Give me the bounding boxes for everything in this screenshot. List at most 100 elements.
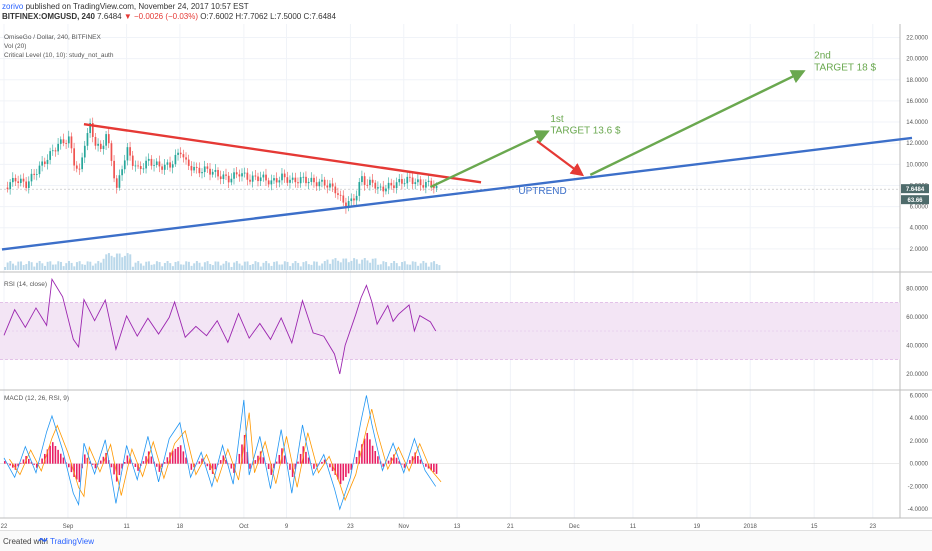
volume-bar xyxy=(209,264,211,270)
volume-bar xyxy=(233,263,235,270)
chart-title: OmiseGo / Dollar, 240, BITFINEX xyxy=(4,34,101,41)
macd-histogram-bar xyxy=(9,464,11,466)
volume-bar xyxy=(422,261,424,270)
volume-bar xyxy=(350,261,352,270)
macd-histogram-bar xyxy=(183,451,185,463)
volume-bar xyxy=(183,265,185,270)
volume-bar xyxy=(148,261,150,270)
volume-bar xyxy=(366,260,368,270)
candle-body xyxy=(63,139,65,143)
volume-bar xyxy=(97,261,99,270)
candle-body xyxy=(129,147,131,155)
candle-body xyxy=(276,178,278,182)
secondary-price-tag-text: 63.66 xyxy=(907,198,923,204)
macd-histogram-bar xyxy=(79,464,81,482)
volume-bar xyxy=(140,263,142,270)
macd-histogram-bar xyxy=(215,464,217,470)
target1-arrow xyxy=(430,132,547,187)
volume-bar xyxy=(324,261,326,270)
macd-histogram-bar xyxy=(255,460,257,464)
candle-body xyxy=(153,165,155,166)
volume-bar xyxy=(84,265,86,270)
candle-body xyxy=(148,159,150,161)
candle-body xyxy=(188,160,190,166)
volume-bar xyxy=(100,263,102,270)
volume-bar xyxy=(57,261,59,270)
macd-histogram-bar xyxy=(239,454,241,464)
candle-body xyxy=(73,148,75,165)
macd-histogram-bar xyxy=(220,460,222,464)
rsi-label: RSI (14, close) xyxy=(4,281,47,288)
candle-body xyxy=(159,161,161,166)
macd-histogram-bar xyxy=(377,456,379,463)
volume-bar xyxy=(241,266,243,270)
candle-body xyxy=(105,134,107,146)
tradingview-brand[interactable]: TradingView xyxy=(50,537,94,546)
macd-histogram-bar xyxy=(124,462,126,464)
volume-bar xyxy=(273,262,275,270)
volume-label: Vol (20) xyxy=(4,43,26,50)
rsi-tick-label: 60.0000 xyxy=(906,315,928,321)
volume-bar xyxy=(79,261,81,270)
candle-body xyxy=(286,177,288,183)
volume-bar xyxy=(329,264,331,270)
volume-bar xyxy=(318,266,320,270)
volume-bar xyxy=(124,256,126,270)
volume-bar xyxy=(71,263,73,270)
candle-body xyxy=(366,185,368,186)
candle-body xyxy=(180,153,182,154)
candle-body xyxy=(255,176,257,177)
candle-body xyxy=(108,134,110,143)
volume-bar xyxy=(204,262,206,270)
volume-bar xyxy=(81,264,83,270)
macd-histogram-bar xyxy=(436,464,438,474)
volume-bar xyxy=(412,261,414,270)
author-link[interactable]: zorivo xyxy=(2,2,23,11)
volume-bar xyxy=(247,261,249,270)
macd-histogram-bar xyxy=(76,464,78,480)
volume-bar xyxy=(95,263,97,270)
candle-body xyxy=(47,160,49,164)
candle-body xyxy=(49,151,51,160)
candle-body xyxy=(318,182,320,187)
macd-histogram-bar xyxy=(20,463,22,464)
price-tick-label: 12.0000 xyxy=(906,141,928,147)
macd-histogram-bar xyxy=(63,458,65,464)
volume-bar xyxy=(358,264,360,270)
candle-body xyxy=(167,162,169,164)
macd-histogram-bar xyxy=(276,462,278,464)
macd-histogram-bar xyxy=(164,462,166,464)
candle-body xyxy=(239,174,241,176)
volume-bar xyxy=(369,263,371,270)
price-tick-label: 2.0000 xyxy=(910,247,929,253)
candle-body xyxy=(297,182,299,183)
candle-body xyxy=(249,180,251,182)
volume-bar xyxy=(302,262,304,270)
macd-tick-label: -2.0000 xyxy=(908,484,929,490)
target2-rank: 2nd xyxy=(814,51,831,62)
candle-body xyxy=(412,178,414,184)
candle-body xyxy=(231,179,233,183)
candle-body xyxy=(393,185,395,188)
candle-body xyxy=(132,156,134,166)
candle-body xyxy=(278,180,280,182)
volume-bar xyxy=(377,265,379,270)
candle-body xyxy=(326,186,328,188)
price-axis[interactable]: 22.000020.000018.000016.000014.000012.00… xyxy=(901,36,929,253)
volume-bar xyxy=(263,263,265,270)
volume-bar xyxy=(223,264,225,270)
candle-body xyxy=(300,177,302,183)
candle-body xyxy=(358,182,360,196)
target2-label: TARGET 18 $ xyxy=(814,62,876,73)
candle-body xyxy=(124,160,126,169)
macd-histogram-bar xyxy=(364,439,366,464)
volume-bar xyxy=(239,264,241,270)
macd-histogram-bar xyxy=(135,464,137,467)
candle-body xyxy=(76,165,78,168)
volume-bar xyxy=(127,253,129,270)
macd-histogram-bar xyxy=(305,452,307,464)
volume-bar xyxy=(326,260,328,270)
candle-body xyxy=(265,175,267,181)
candle-body xyxy=(207,166,209,168)
